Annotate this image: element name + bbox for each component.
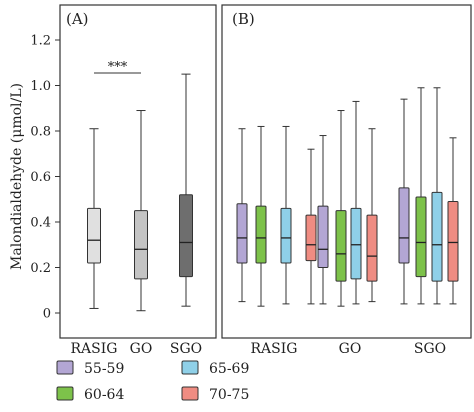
- panel-a-frame: [59, 4, 217, 339]
- box-go: [134, 110, 148, 312]
- x-category-label: RASIG: [71, 341, 118, 357]
- box-go-65-69: [350, 100, 362, 305]
- box-iqr: [280, 207, 292, 264]
- box-sgo-60-64: [415, 87, 427, 305]
- legend-swatch: [181, 360, 199, 375]
- box-go-70-75: [366, 128, 378, 303]
- box-sgo-70-75: [447, 137, 459, 305]
- y-tick-label: 1.2: [30, 34, 51, 49]
- y-tick-label: 0.6: [30, 170, 51, 185]
- box-iqr: [398, 187, 410, 264]
- box-iqr: [179, 194, 193, 278]
- box-rasig-60-64: [255, 125, 267, 307]
- box-rasig-70-75: [305, 148, 317, 305]
- box-iqr: [236, 203, 248, 264]
- x-category-label: RASIG: [251, 341, 298, 357]
- box-rasig: [87, 128, 101, 309]
- box-iqr: [317, 205, 329, 268]
- box-go-60-64: [335, 110, 347, 307]
- box-sgo-65-69: [431, 87, 443, 305]
- panel-a: (A) 0 0.2 0.4 0.6 0.8 1.0 1.2 Malondialdehyde (μ…: [9, 4, 217, 357]
- panel-b-frame: [221, 4, 472, 339]
- legend-item-65-69: 65-69: [181, 360, 249, 377]
- panel-a-label: (A): [66, 10, 89, 28]
- legend-item-70-75: 70-75: [181, 386, 249, 403]
- y-tick-label: 0.2: [30, 261, 51, 276]
- legend: 55-59 65-69 60-64 70-75: [56, 360, 249, 403]
- box-iqr: [255, 205, 267, 264]
- legend-swatch: [56, 386, 74, 401]
- x-category-label: SGO: [170, 341, 202, 357]
- y-tick-label: 1.0: [30, 79, 51, 94]
- box-iqr: [350, 207, 362, 280]
- box-rasig-55-59: [236, 128, 248, 303]
- box-go-55-59: [317, 135, 329, 305]
- panel-b: (B) RASIG GO SGO: [221, 4, 472, 357]
- legend-item-60-64: 60-64: [56, 386, 124, 403]
- x-category-label: SGO: [414, 341, 446, 357]
- box-iqr: [431, 191, 443, 282]
- box-sgo-55-59: [398, 98, 410, 305]
- legend-label: 55-59: [84, 361, 124, 377]
- box-iqr: [305, 214, 317, 262]
- box-iqr: [447, 201, 459, 282]
- legend-label: 60-64: [84, 387, 124, 403]
- y-tick-label: 0: [43, 307, 51, 322]
- legend-item-55-59: 55-59: [56, 360, 124, 377]
- y-tick-label: 0.8: [30, 125, 51, 140]
- box-iqr: [134, 210, 148, 280]
- x-category-label: GO: [130, 341, 153, 357]
- y-axis-title: Malondialdehyde (μmol/L): [9, 83, 25, 270]
- legend-swatch: [181, 386, 199, 401]
- panel-b-label: (B): [232, 10, 255, 28]
- legend-label: 65-69: [209, 361, 249, 377]
- box-iqr: [415, 196, 427, 278]
- significance-stars: ***: [108, 60, 128, 75]
- legend-label: 70-75: [209, 387, 249, 403]
- box-sgo: [179, 73, 193, 307]
- box-iqr: [335, 210, 347, 282]
- y-tick-label: 0.4: [30, 216, 51, 231]
- box-rasig-65-69: [280, 125, 292, 305]
- box-iqr: [87, 207, 101, 264]
- x-category-label: GO: [339, 341, 362, 357]
- box-iqr: [366, 214, 378, 282]
- legend-swatch: [56, 360, 74, 375]
